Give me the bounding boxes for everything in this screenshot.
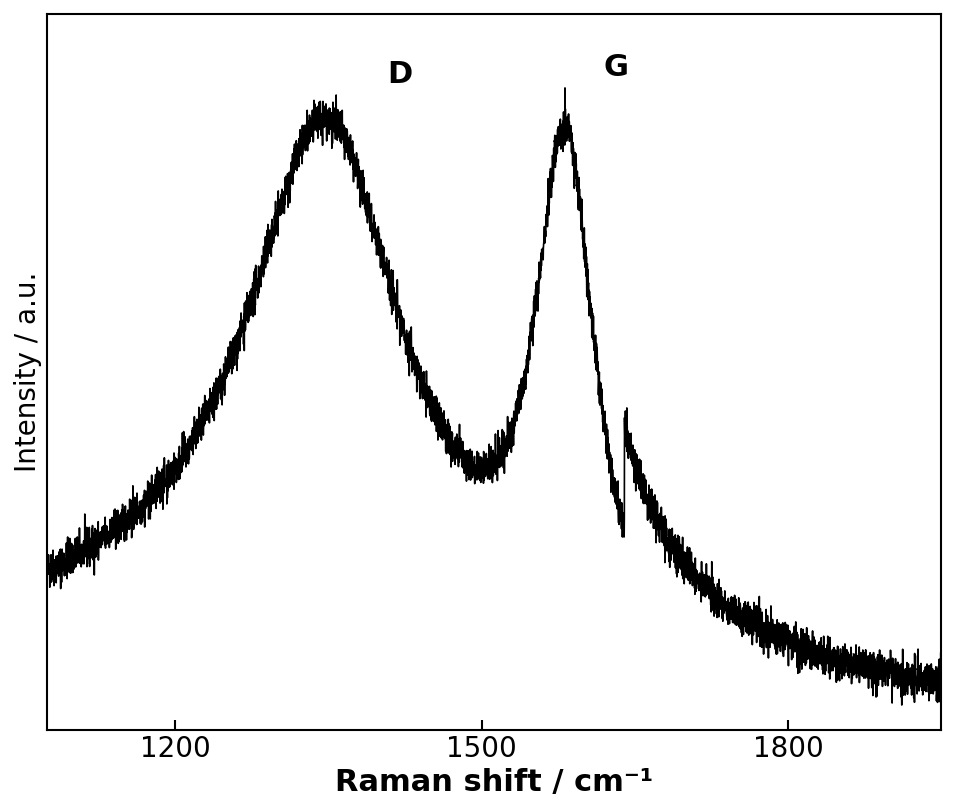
X-axis label: Raman shift / cm⁻¹: Raman shift / cm⁻¹ [335, 768, 653, 797]
Text: G: G [604, 53, 628, 82]
Text: D: D [387, 60, 413, 89]
Y-axis label: Intensity / a.u.: Intensity / a.u. [14, 272, 42, 472]
